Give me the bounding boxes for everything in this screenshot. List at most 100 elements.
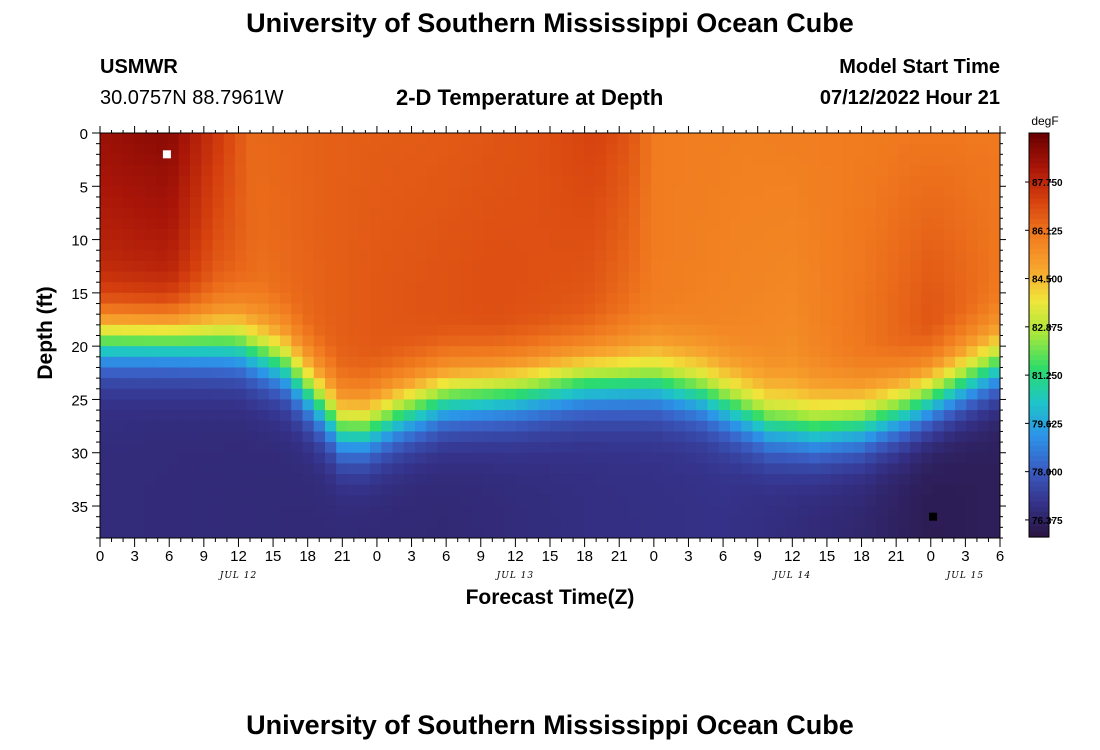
- heatmap-cell: [347, 420, 360, 433]
- heatmap-cell: [235, 506, 247, 518]
- heatmap-cell: [347, 228, 360, 241]
- heatmap-cell: [280, 335, 292, 347]
- heatmap-cell: [313, 378, 326, 390]
- heatmap-cell: [673, 218, 686, 230]
- heatmap-cell: [516, 143, 529, 155]
- heatmap-cell: [190, 164, 202, 177]
- heatmap-cell: [167, 346, 180, 358]
- heatmap-cell: [426, 420, 439, 433]
- heatmap-cell: [156, 452, 169, 464]
- heatmap-cell: [763, 324, 776, 337]
- heatmap-cell: [122, 410, 135, 422]
- heatmap-cell: [437, 367, 450, 379]
- heatmap-cell: [550, 388, 562, 401]
- heatmap-cell: [291, 420, 304, 433]
- heatmap-cell: [820, 324, 832, 337]
- heatmap-cell: [741, 292, 754, 305]
- heatmap-cell: [617, 463, 630, 475]
- heatmap-cell: [572, 378, 585, 390]
- heatmap-cell: [538, 196, 551, 209]
- heatmap-cell: [696, 250, 709, 262]
- colorbar-cell: [1029, 486, 1049, 493]
- heatmap-cell: [325, 356, 337, 369]
- heatmap-cell: [122, 175, 135, 187]
- heatmap-cell: [212, 506, 225, 518]
- heatmap-cell: [865, 207, 877, 219]
- heatmap-cell: [730, 143, 742, 155]
- heatmap-cell: [685, 164, 697, 177]
- heatmap-cell: [561, 154, 574, 166]
- heatmap-cell: [403, 218, 416, 230]
- heatmap-cell: [190, 410, 202, 422]
- heatmap-cell: [178, 335, 191, 347]
- heatmap-cell: [190, 463, 202, 475]
- heatmap-cell: [156, 484, 169, 496]
- heatmap-cell: [381, 420, 394, 433]
- heatmap-cell: [876, 218, 889, 230]
- heatmap-cell: [696, 186, 709, 198]
- heatmap-cell: [617, 292, 630, 305]
- heatmap-cell: [977, 527, 990, 538]
- heatmap-cell: [763, 196, 776, 209]
- heatmap-cell: [583, 250, 596, 262]
- heatmap-cell: [325, 527, 337, 538]
- heatmap-cell: [763, 250, 776, 262]
- heatmap-cell: [302, 282, 315, 294]
- heatmap-cell: [876, 271, 889, 283]
- heatmap-cell: [325, 420, 337, 433]
- heatmap-cell: [572, 506, 585, 518]
- heatmap-cell: [291, 484, 304, 496]
- heatmap-cell: [977, 495, 990, 507]
- heatmap-cell: [617, 356, 630, 369]
- heatmap-cell: [797, 324, 810, 337]
- heatmap-cell: [741, 367, 754, 379]
- heatmap-cell: [550, 399, 562, 411]
- heatmap-cell: [808, 463, 821, 475]
- heatmap-cell: [808, 314, 821, 326]
- heatmap-cell: [673, 207, 686, 219]
- heatmap-cell: [325, 442, 337, 454]
- heatmap-cell: [201, 228, 214, 241]
- heatmap-cell: [325, 228, 337, 241]
- heatmap-cell: [257, 154, 270, 166]
- heatmap-cell: [370, 133, 382, 145]
- colorbar-tick-label: 78.000: [1032, 468, 1063, 479]
- colorbar-cell: [1029, 234, 1049, 240]
- colorbar-cell: [1029, 350, 1049, 356]
- heatmap-cell: [325, 196, 337, 209]
- heatmap-cell: [617, 431, 630, 443]
- heatmap-cell: [775, 442, 787, 454]
- heatmap-cell: [775, 506, 787, 518]
- heatmap-cell: [932, 292, 945, 305]
- colorbar-cell: [1029, 491, 1049, 498]
- heatmap-cell: [943, 207, 956, 219]
- heatmap-cell: [471, 442, 484, 454]
- colorbar-cell: [1029, 501, 1049, 508]
- heatmap-cell: [212, 495, 225, 507]
- heatmap-cell: [145, 335, 157, 347]
- heatmap-cell: [707, 356, 720, 369]
- heatmap-cell: [381, 335, 394, 347]
- heatmap-cell: [943, 346, 956, 358]
- heatmap-cell: [606, 474, 619, 486]
- heatmap-cell: [538, 410, 551, 422]
- heatmap-cell: [876, 356, 889, 369]
- heatmap-cell: [820, 282, 832, 294]
- heatmap-cell: [966, 196, 979, 209]
- heatmap-cell: [685, 133, 697, 145]
- heatmap-cell: [786, 175, 799, 187]
- heatmap-cell: [550, 260, 562, 273]
- heatmap-cell: [685, 228, 697, 241]
- heatmap-cell: [403, 239, 416, 251]
- heatmap-cell: [853, 164, 866, 177]
- heatmap-cell: [212, 452, 225, 464]
- heatmap-cell: [448, 346, 461, 358]
- heatmap-cell: [718, 527, 731, 538]
- heatmap-cell: [538, 228, 551, 241]
- heatmap-cell: [673, 506, 686, 518]
- heatmap-cell: [100, 207, 112, 219]
- heatmap-cell: [741, 218, 754, 230]
- heatmap-cell: [493, 282, 506, 294]
- heatmap-cell: [786, 388, 799, 401]
- heatmap-cell: [932, 250, 945, 262]
